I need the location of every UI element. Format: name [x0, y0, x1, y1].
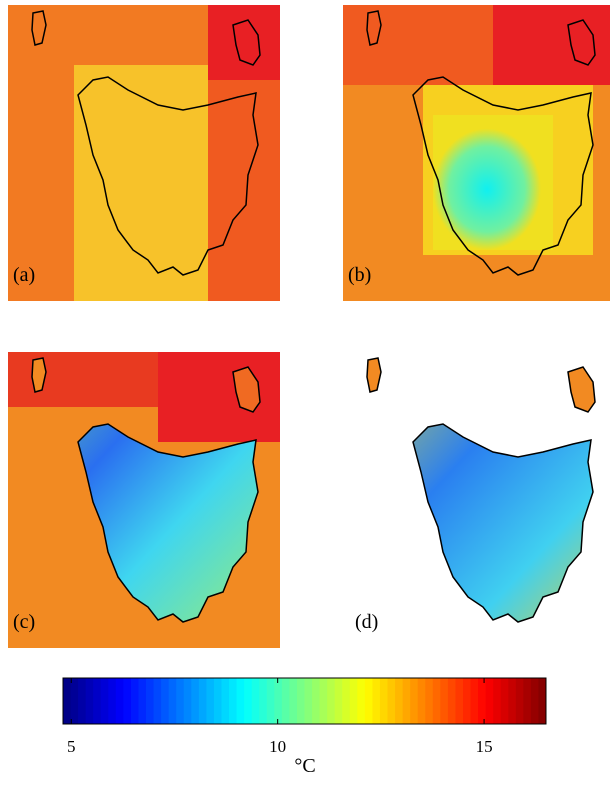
panel-label: (b): [348, 264, 371, 286]
colorbar-cell: [281, 678, 290, 724]
colorbar-cell: [108, 678, 117, 724]
colorbar-cell: [78, 678, 87, 724]
colorbar-cell: [364, 678, 373, 724]
colorbar-cell: [379, 678, 389, 724]
colorbar-cell: [296, 678, 305, 724]
colorbar-cell: [530, 678, 539, 724]
colorbar-cell: [213, 678, 222, 724]
colorbar-cell: [485, 678, 494, 724]
colorbar-cell: [470, 678, 479, 724]
tick-label: 5: [67, 737, 76, 756]
colorbar-cell: [515, 678, 524, 724]
colorbar-cell: [236, 678, 245, 724]
colorbar-cell: [198, 678, 207, 724]
colorbar-cell: [342, 678, 351, 724]
colorbar-cell: [221, 678, 230, 724]
colorbar-cell: [402, 678, 411, 724]
tick-label: 10: [269, 737, 286, 756]
colorbar-cell: [395, 678, 404, 724]
colorbar-cell: [417, 678, 426, 724]
colorbar-cell: [138, 678, 147, 724]
colorbar-cell: [93, 678, 102, 724]
panel-c: (c): [8, 352, 280, 648]
colorbar-cell: [327, 678, 336, 724]
panel-label: (c): [13, 611, 35, 633]
colorbar-cell: [115, 678, 124, 724]
colorbar-cell: [191, 678, 200, 724]
colorbar-cell: [312, 678, 321, 724]
colorbar-cell: [130, 678, 139, 724]
colorbar-cell: [176, 678, 185, 724]
colorbar-cell: [523, 678, 532, 724]
colorbar-cell: [183, 678, 192, 724]
colorbar-cell: [229, 678, 238, 724]
colorbar-cell: [85, 678, 94, 724]
colorbar-cell: [387, 678, 396, 724]
colorbar-cell: [357, 678, 366, 724]
panel-d: (d): [355, 357, 596, 633]
colorbar-cell: [455, 678, 464, 724]
colorbar-cell: [538, 678, 547, 724]
colorbar-cell: [319, 678, 328, 724]
colorbar-cell: [372, 678, 381, 724]
colorbar-cell: [168, 678, 177, 724]
colorbar-cell: [304, 678, 313, 724]
colorbar-cell: [508, 678, 517, 724]
colorbar-cell: [251, 678, 260, 724]
tick-label: 15: [476, 737, 493, 756]
colorbar-cell: [289, 678, 298, 724]
panel-a: (a): [8, 5, 280, 301]
colorbar-cell: [161, 678, 170, 724]
colorbar-label: °C: [294, 755, 315, 777]
panel-label: (a): [13, 264, 35, 286]
colorbar-cell: [259, 678, 268, 724]
colorbar-cell: [440, 678, 449, 724]
colorbar-frame: [62, 677, 547, 725]
colorbar-cell: [447, 678, 456, 724]
colorbar-cell: [500, 678, 509, 724]
colorbar-cell: [100, 678, 109, 724]
panel-b: (b): [343, 5, 610, 301]
colorbar-cell: [349, 678, 358, 724]
colorbar: 5 10 15: [62, 677, 547, 756]
colorbar-cell: [425, 678, 434, 724]
colorbar-cell: [70, 678, 79, 724]
colorbar-cell: [153, 678, 162, 724]
colorbar-cell: [334, 678, 343, 724]
colorbar-cell: [146, 678, 155, 724]
colorbar-cell: [462, 678, 472, 724]
colorbar-cell: [410, 678, 419, 724]
colorbar-cell: [266, 678, 275, 724]
colorbar-cell: [206, 678, 215, 724]
panel-label: (d): [355, 611, 378, 633]
colorbar-cell: [493, 678, 502, 724]
colorbar-cell: [63, 678, 72, 724]
colorbar-cell: [244, 678, 253, 724]
colorbar-cell: [432, 678, 441, 724]
colorbar-cell: [274, 678, 283, 724]
colorbar-cell: [478, 678, 487, 724]
colorbar-cell: [123, 678, 132, 724]
